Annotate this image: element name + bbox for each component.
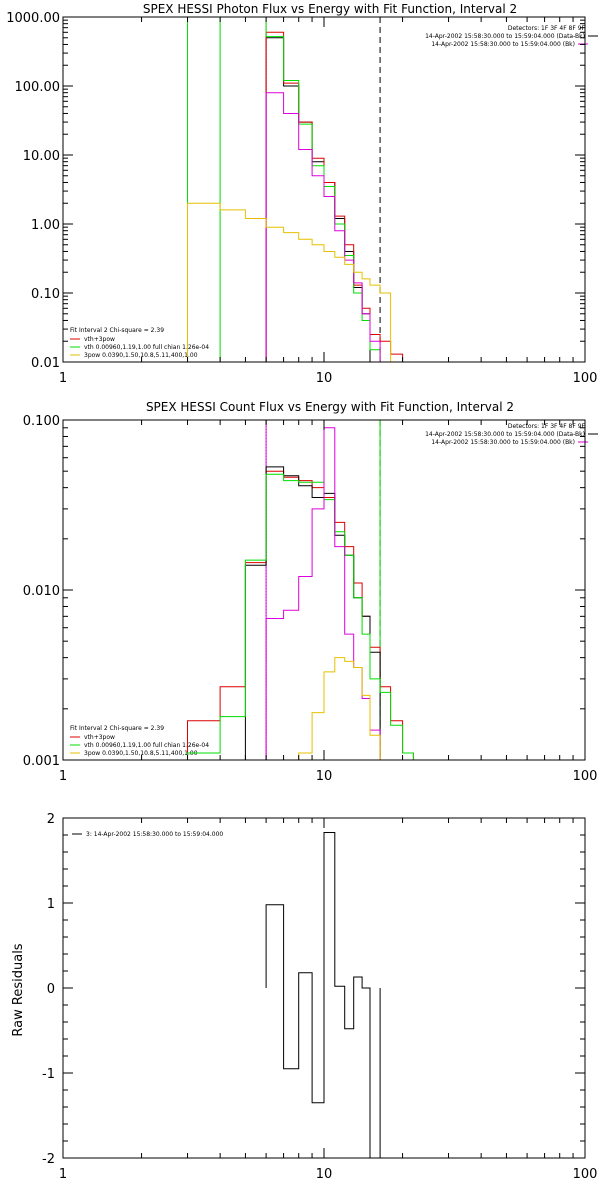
x-tick-label: 1 xyxy=(59,1167,67,1182)
fit-legend-line: Fit Interval 2 Chi-square = 2.39 xyxy=(70,327,164,334)
fit-legend: Fit Interval 2 Chi-square = 2.39 vth+3po… xyxy=(70,327,209,359)
chart-title: SPEX HESSI Count Flux vs Energy with Fit… xyxy=(146,400,514,414)
y-tick-label: 0.100 xyxy=(23,414,60,429)
y-tick-label: 100.00 xyxy=(15,80,61,95)
fit-legend-line: 3pow 0.0390,1.50,10.8,5.11,400,1.00 xyxy=(84,352,198,359)
data-interval-label: 14-Apr-2002 15:58:30.000 to 15:59:04.000… xyxy=(425,431,585,438)
data-interval-label: 14-Apr-2002 15:58:30.000 to 15:59:04.000… xyxy=(425,33,585,40)
chart-title: SPEX HESSI Photon Flux vs Energy with Fi… xyxy=(143,2,517,16)
fit-legend-line: Fit Interval 2 Chi-square = 2.39 xyxy=(70,725,164,732)
y-tick-label: 0.10 xyxy=(31,287,60,302)
series-group xyxy=(187,17,414,362)
fit-legend-line: vth+3pow xyxy=(84,336,115,343)
fit-legend: Fit Interval 2 Chi-square = 2.39 vth+3po… xyxy=(70,725,209,757)
series-magenta-line xyxy=(265,427,381,760)
y-tick-label: 2 xyxy=(47,812,55,827)
y-tick-label: -2 xyxy=(42,1152,55,1167)
plot-3: 1 10 100 -2 -1 0 1 2 xyxy=(42,812,597,1182)
y-tick-label: 0 xyxy=(47,982,55,997)
x-tick-label: 10 xyxy=(316,1167,333,1182)
fit-legend-line: 3pow 0.0390,1.50,10.8,5.11,400,1.00 xyxy=(84,750,198,757)
y-tick-label: 1000.00 xyxy=(6,11,60,26)
residuals-chart: Raw Residuals 3: 14-Apr-2002 15:58:30.00… xyxy=(11,831,223,1037)
x-tick-label: 100 xyxy=(573,371,598,386)
detectors-label: Detectors: 1F 3F 4F 8F 9F xyxy=(508,423,586,430)
y-tick-label: 0.01 xyxy=(31,356,60,371)
series-black-line xyxy=(244,466,381,760)
detectors-label: Detectors: 1F 3F 4F 8F 9F xyxy=(508,25,586,32)
fit-legend-line: vth 0.00960,1.19,1.00 full chian 1.26e-0… xyxy=(84,344,209,351)
series-group xyxy=(187,420,414,760)
x-tick-label: 10 xyxy=(316,371,333,386)
x-tick-label: 1 xyxy=(59,769,67,784)
series-black-line xyxy=(265,832,381,1158)
photon-flux-chart: SPEX HESSI Photon Flux vs Energy with Fi… xyxy=(70,2,598,359)
bk-interval-label: 14-Apr-2002 15:58:30.000 to 15:59:04.000… xyxy=(431,41,575,48)
x-tick-label: 100 xyxy=(573,1167,598,1182)
plot-1: 1 10 100 0.01 0.10 1.00 10.00 100.00 1000.00 xyxy=(6,11,598,386)
x-tick-label: 100 xyxy=(573,769,598,784)
y-tick-label: 0.001 xyxy=(23,754,60,769)
x-tick-label: 1 xyxy=(59,371,67,386)
plot-2: 1 10 100 0.001 0.010 0.100 xyxy=(23,414,598,784)
y-tick-label: 10.00 xyxy=(23,149,60,164)
y-tick-label: 0.010 xyxy=(23,584,60,599)
residual-legend-line: 3: 14-Apr-2002 15:58:30.000 to 15:59:04.… xyxy=(86,831,223,838)
y-tick-label: 1.00 xyxy=(31,218,60,233)
series-yellow-line xyxy=(298,657,381,760)
y-tick-label: 1 xyxy=(47,897,55,912)
fit-legend-line: vth 0.00960,1.19,1.00 full chian 1.26e-0… xyxy=(84,742,209,749)
series-group xyxy=(265,832,381,1158)
count-flux-chart: SPEX HESSI Count Flux vs Energy with Fit… xyxy=(70,400,598,757)
series-yellow-line xyxy=(187,202,392,362)
y-axis-label: Raw Residuals xyxy=(11,943,26,1036)
x-tick-label: 10 xyxy=(316,769,333,784)
fit-legend-line: vth+3pow xyxy=(84,734,115,741)
bk-interval-label: 14-Apr-2002 15:58:30.000 to 15:59:04.000… xyxy=(431,439,575,446)
y-tick-label: -1 xyxy=(42,1067,55,1082)
series-magenta-line xyxy=(265,92,381,362)
